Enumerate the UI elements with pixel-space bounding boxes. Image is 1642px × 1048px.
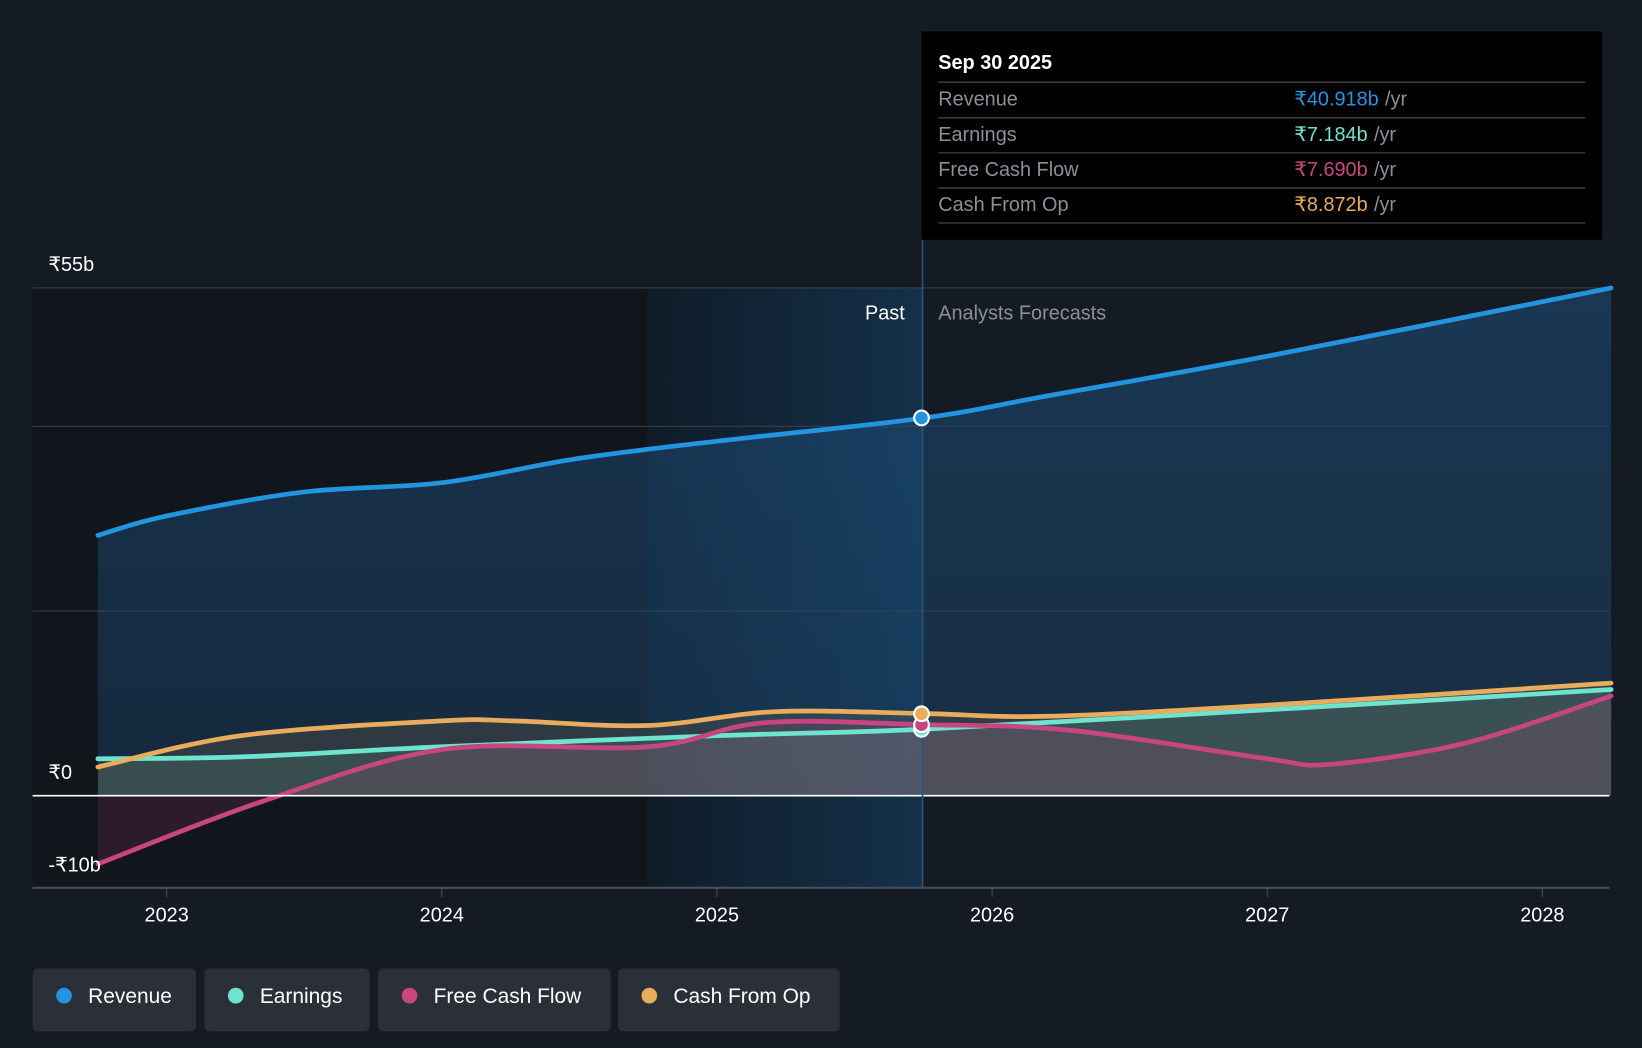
x-tick-label: 2028: [1520, 904, 1564, 926]
cash-from-op-line: [95, 680, 1614, 770]
revenue-dot: [913, 409, 930, 427]
x-axis-ticks: 2023 2024 2025 2026 2027 2028: [145, 888, 1564, 926]
legend-item-free-cash-flow[interactable]: Free Cash Flow: [378, 968, 611, 1032]
legend-dot-icon: [227, 987, 244, 1004]
tooltip-row-label: Earnings: [938, 124, 1017, 146]
series-lines: [95, 285, 1614, 867]
legend: Revenue Earnings Free Cash Flow Cash From O…: [32, 968, 840, 1032]
tooltip-row-value: ₹40.918b/yr: [1294, 89, 1407, 111]
tooltip-row-label: Free Cash Flow: [938, 159, 1079, 181]
x-tick-label: 2024: [420, 904, 464, 926]
free-cash-flow-line: [95, 693, 1614, 867]
x-tick-label: 2023: [145, 904, 189, 926]
tooltip-row-value: ₹7.184b/yr: [1294, 124, 1396, 146]
legend-label: Free Cash Flow: [434, 985, 583, 1008]
hover-dots: [913, 409, 930, 738]
revenue-line: [95, 285, 1614, 538]
x-tick-label: 2025: [695, 904, 739, 926]
tooltip: Sep 30 2025 Revenue ₹40.918b/yr Earnings ₹7…: [921, 31, 1603, 240]
tooltip-row-label: Revenue: [938, 89, 1018, 111]
legend-item-revenue[interactable]: Revenue: [32, 968, 196, 1032]
free-cash-flow-area: [97, 695, 1612, 865]
earnings-line: [95, 687, 1614, 762]
y-tick-label: -₹10b: [48, 854, 100, 876]
x-tick-label: 2026: [970, 904, 1014, 926]
legend-dot-icon: [56, 987, 72, 1004]
legend-item-cash-from-op[interactable]: Cash From Op: [617, 968, 840, 1032]
legend-item-earnings[interactable]: Earnings: [204, 968, 370, 1032]
y-axis-ticks: ₹55b ₹0 -₹10b: [48, 254, 100, 876]
cash-from-op-dot: [913, 705, 930, 723]
forecast-label: Analysts Forecasts: [938, 302, 1106, 324]
earnings-area: [97, 689, 1612, 796]
tooltip-row-value: ₹8.872b/yr: [1294, 194, 1396, 216]
legend-label: Revenue: [88, 985, 172, 1008]
past-label: Past: [865, 302, 905, 324]
x-tick-label: 2027: [1245, 904, 1289, 926]
revenue-area: [97, 287, 1612, 796]
tooltip-row-label: Cash From Op: [938, 194, 1068, 216]
legend-label: Cash From Op: [673, 985, 810, 1008]
tooltip-row-value: ₹7.690b/yr: [1294, 159, 1396, 181]
y-tick-label: ₹0: [48, 762, 72, 784]
tooltip-date: Sep 30 2025: [938, 52, 1052, 74]
y-tick-label: ₹55b: [48, 254, 94, 276]
legend-dot-icon: [401, 987, 418, 1004]
legend-dot-icon: [641, 987, 658, 1004]
legend-label: Earnings: [260, 985, 343, 1008]
